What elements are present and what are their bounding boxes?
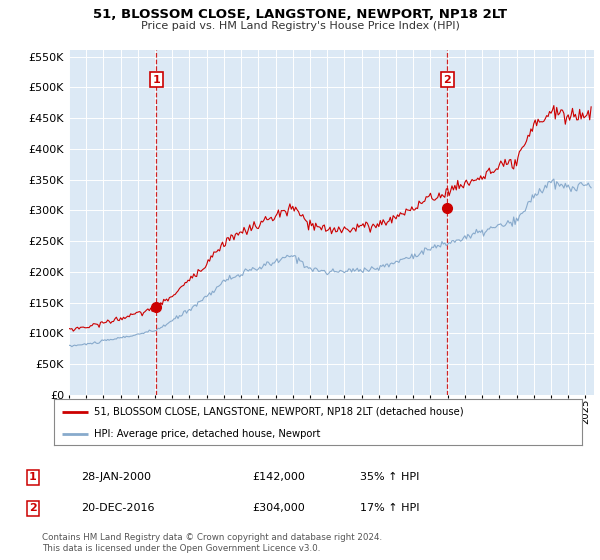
Text: 20-DEC-2016: 20-DEC-2016: [81, 503, 155, 514]
Text: Contains HM Land Registry data © Crown copyright and database right 2024.
This d: Contains HM Land Registry data © Crown c…: [42, 533, 382, 553]
Text: 51, BLOSSOM CLOSE, LANGSTONE, NEWPORT, NP18 2LT (detached house): 51, BLOSSOM CLOSE, LANGSTONE, NEWPORT, N…: [94, 407, 463, 417]
Text: 1: 1: [29, 472, 37, 482]
Text: £142,000: £142,000: [252, 472, 305, 482]
Text: 35% ↑ HPI: 35% ↑ HPI: [360, 472, 419, 482]
Text: 51, BLOSSOM CLOSE, LANGSTONE, NEWPORT, NP18 2LT: 51, BLOSSOM CLOSE, LANGSTONE, NEWPORT, N…: [93, 8, 507, 21]
Text: 1: 1: [152, 74, 160, 85]
Text: £304,000: £304,000: [252, 503, 305, 514]
Text: HPI: Average price, detached house, Newport: HPI: Average price, detached house, Newp…: [94, 429, 320, 438]
Text: 2: 2: [29, 503, 37, 514]
Text: Price paid vs. HM Land Registry's House Price Index (HPI): Price paid vs. HM Land Registry's House …: [140, 21, 460, 31]
Text: 2: 2: [443, 74, 451, 85]
Text: 17% ↑ HPI: 17% ↑ HPI: [360, 503, 419, 514]
Text: 28-JAN-2000: 28-JAN-2000: [81, 472, 151, 482]
